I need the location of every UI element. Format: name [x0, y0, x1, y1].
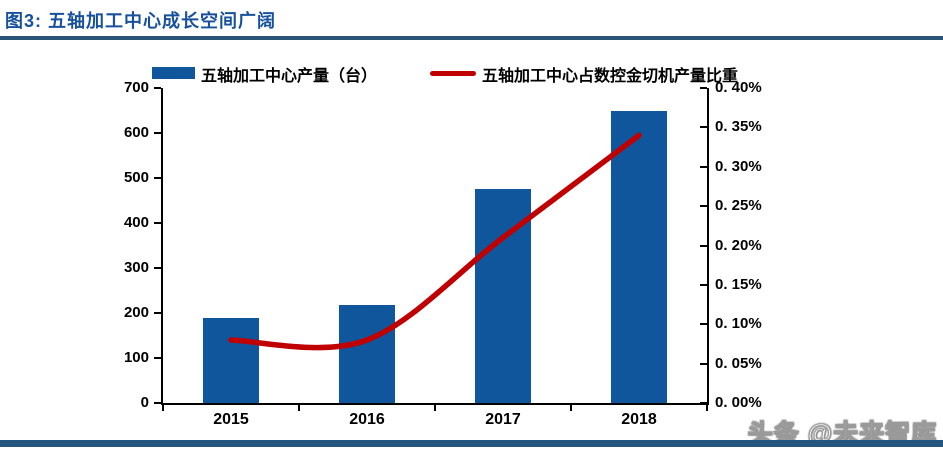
legend-bar-label: 五轴加工中心产量（台） — [201, 68, 378, 85]
y-axis-right-tick-label: 0. 05% — [715, 354, 762, 372]
bar-2018 — [611, 110, 667, 403]
x-axis-tick-mark — [298, 405, 300, 411]
y-axis-right-tick-mark — [700, 126, 707, 129]
y-axis-right-tick-label: 0. 15% — [715, 275, 762, 293]
y-axis-right-tick-label: 0. 35% — [715, 118, 762, 136]
y-axis-left-tick-label: 0 — [140, 394, 149, 411]
y-axis-right-tick-label: 0. 40% — [715, 79, 762, 96]
bar-2017 — [475, 189, 531, 403]
legend-line-label: 五轴加工中心占数控金切机产量比重 — [482, 68, 739, 85]
y-axis-left-tick-label: 700 — [123, 79, 149, 96]
x-axis-tick-mark — [162, 405, 164, 411]
y-axis-right-tick-mark — [700, 362, 707, 365]
x-axis-category-label: 2016 — [349, 411, 385, 428]
bar-2015 — [203, 317, 259, 403]
y-axis-right-tick-mark — [700, 165, 707, 168]
y-axis-left-tick-label: 300 — [123, 259, 149, 276]
y-axis-left-tick-mark — [154, 177, 161, 179]
x-axis-tick-mark — [570, 405, 572, 411]
bar-2016 — [339, 304, 395, 403]
y-axis-left-tick-mark — [154, 132, 161, 134]
y-axis-right-tick-mark — [700, 402, 707, 404]
footer-bar — [0, 440, 943, 447]
x-axis-tick-mark — [434, 405, 436, 411]
x-axis-category-label: 2017 — [485, 411, 521, 428]
legend-bar-swatch-icon — [152, 67, 195, 79]
y-axis-right-tick-label: 0. 00% — [715, 394, 762, 411]
y-axis-right-tick-label: 0. 10% — [715, 315, 762, 333]
y-axis-left-tick-label: 200 — [123, 304, 149, 321]
y-axis-right-tick-mark — [700, 283, 707, 286]
x-axis-category-label: 2018 — [621, 411, 657, 428]
production-share-line — [228, 132, 642, 351]
y-axis-right-tick-label: 0. 20% — [715, 236, 762, 254]
y-axis-left-tick-label: 500 — [123, 169, 149, 186]
y-axis-left-tick-mark — [154, 87, 161, 89]
y-axis-left-tick-mark — [154, 222, 161, 224]
y-axis-left-tick-mark — [154, 402, 161, 404]
title-underline — [0, 36, 943, 40]
legend-line-swatch-icon — [430, 71, 476, 76]
y-axis-right-tick-mark — [700, 244, 707, 247]
y-axis-right-line — [707, 88, 709, 405]
x-axis-tick-mark — [706, 405, 708, 411]
x-axis-category-label: 2015 — [213, 411, 249, 428]
y-axis-right-tick-mark — [700, 87, 707, 89]
y-axis-left-tick-mark — [154, 357, 161, 359]
y-axis-left-tick-mark — [154, 312, 161, 314]
y-axis-left-tick-label: 100 — [123, 349, 149, 366]
y-axis-left-tick-label: 400 — [123, 214, 149, 231]
y-axis-right-tick-mark — [700, 205, 707, 208]
figure-title: 图3: 五轴加工中心成长空间广阔 — [5, 11, 277, 31]
y-axis-right-tick-mark — [700, 323, 707, 326]
y-axis-left-line — [161, 88, 163, 405]
x-axis-line — [161, 403, 709, 405]
y-axis-right-tick-label: 0. 30% — [715, 157, 762, 175]
y-axis-left-tick-mark — [154, 267, 161, 269]
y-axis-right-tick-label: 0. 25% — [715, 197, 762, 215]
y-axis-left-tick-label: 600 — [123, 124, 149, 141]
